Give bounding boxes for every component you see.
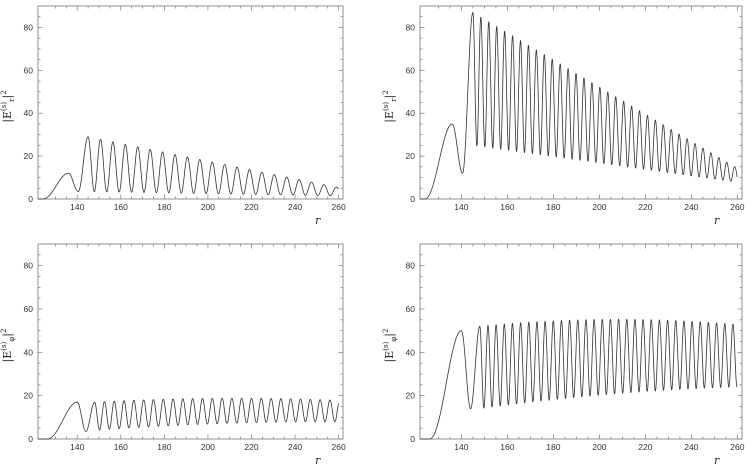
x-axis-label: r [714, 214, 720, 227]
chart-panel-bottom-left: 140 160 180 200 220 240 260 0 20 40 60 80 r |E(s)φ|2 [0, 243, 346, 467]
chart-panel-top-right: 140 160 180 200 220 240 260 0 20 40 60 80 r |E(s)r|2 [382, 5, 745, 227]
y-tick-label: 40 [406, 108, 416, 118]
x-tick-label: 240 [288, 442, 302, 452]
y-tick-label: 80 [24, 22, 34, 32]
x-tick-label: 140 [454, 202, 468, 212]
y-tick-label: 20 [406, 391, 416, 401]
x-tick-label: 160 [114, 202, 128, 212]
y-tick-label: 60 [406, 65, 416, 75]
y-tick-label: 20 [24, 391, 34, 401]
x-tick-label: 140 [454, 442, 468, 452]
x-tick-label: 220 [638, 202, 652, 212]
x-tick-label: 260 [332, 202, 346, 212]
y-tick-label: 80 [406, 261, 416, 271]
series-line [419, 318, 738, 440]
y-tick-label: 80 [24, 261, 34, 271]
x-tick-label: 140 [70, 202, 84, 212]
x-tick-label: 220 [244, 202, 258, 212]
y-axis-label: |E(s)r|2 [382, 90, 398, 122]
x-tick-label: 180 [157, 202, 171, 212]
x-tick-label: 260 [730, 202, 744, 212]
y-tick-label: 40 [24, 347, 34, 357]
y-tick-label: 0 [28, 194, 33, 204]
x-tick-label: 160 [500, 442, 514, 452]
y-tick-label: 60 [24, 65, 34, 75]
x-tick-label: 180 [546, 202, 560, 212]
x-tick-label: 180 [157, 442, 171, 452]
x-tick-label: 240 [684, 442, 698, 452]
x-tick-label: 260 [730, 442, 744, 452]
series-line [37, 397, 339, 440]
x-tick-label: 240 [684, 202, 698, 212]
y-tick-label: 40 [406, 347, 416, 357]
x-tick-label: 240 [288, 202, 302, 212]
x-tick-label: 200 [201, 442, 215, 452]
x-tick-label: 260 [332, 442, 346, 452]
y-axis-label: |E(s)φ|2 [382, 329, 398, 363]
x-tick-label: 160 [114, 442, 128, 452]
y-axis-label: |E(s)φ|2 [0, 329, 16, 363]
x-tick-label: 180 [546, 442, 560, 452]
chart-panel-bottom-right: 140 160 180 200 220 240 260 0 20 40 60 80 r |E(s)φ|2 [382, 243, 745, 467]
y-tick-label: 40 [24, 108, 34, 118]
x-tick-label: 140 [70, 442, 84, 452]
plot-frame [419, 5, 743, 200]
x-tick-label: 220 [244, 442, 258, 452]
series-line [419, 12, 738, 200]
y-tick-label: 20 [406, 151, 416, 161]
x-axis-label: r [315, 454, 321, 467]
x-axis-label: r [315, 214, 321, 227]
plot-frame [37, 5, 344, 200]
y-tick-label: 60 [406, 304, 416, 314]
chart-panel-top-left: 140 160 180 200 220 240 260 0 20 40 60 80 r |E(s)r|2 [0, 5, 346, 227]
y-tick-label: 80 [406, 22, 416, 32]
x-tick-label: 200 [592, 442, 606, 452]
y-tick-label: 0 [410, 194, 415, 204]
y-tick-label: 0 [410, 434, 415, 444]
series-line [37, 136, 339, 200]
x-tick-label: 160 [500, 202, 514, 212]
y-axis-label: |E(s)r|2 [0, 90, 16, 122]
x-tick-label: 200 [592, 202, 606, 212]
x-tick-label: 200 [201, 202, 215, 212]
y-tick-label: 20 [24, 151, 34, 161]
y-tick-label: 60 [24, 304, 34, 314]
x-tick-label: 220 [638, 442, 652, 452]
y-tick-label: 0 [28, 434, 33, 444]
x-axis-label: r [714, 454, 720, 467]
